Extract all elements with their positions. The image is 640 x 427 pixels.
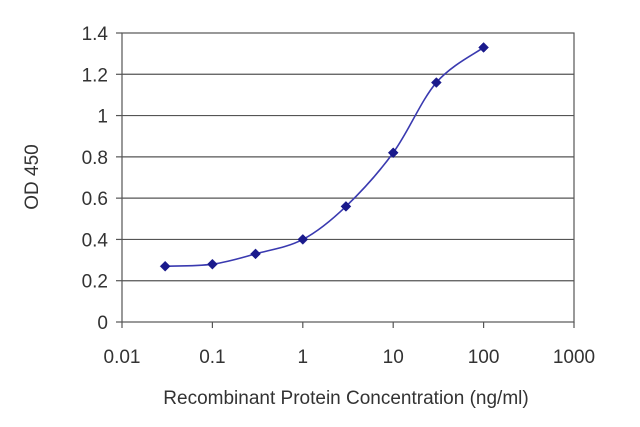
x-tick-label: 10 bbox=[383, 347, 404, 368]
data-point-marker bbox=[207, 258, 218, 270]
y-tick-label: 0 bbox=[97, 313, 108, 334]
data-point-marker bbox=[387, 147, 399, 159]
y-tick-label: 0.6 bbox=[82, 189, 108, 210]
data-point-marker bbox=[297, 234, 309, 245]
y-tick-label: 1.2 bbox=[82, 65, 108, 86]
y-tick-label: 1 bbox=[97, 107, 108, 128]
series-curve bbox=[165, 46, 485, 268]
plot-area bbox=[121, 32, 575, 323]
x-tick-label: 1000 bbox=[553, 347, 595, 368]
gridlines bbox=[122, 73, 574, 282]
data-markers bbox=[159, 42, 489, 272]
y-tick-label: 0.4 bbox=[82, 230, 109, 251]
y-axis: 0 0.2 0.4 0.6 0.8 1 1.2 1.4 bbox=[82, 24, 122, 334]
data-point-marker bbox=[340, 201, 352, 212]
data-point-marker bbox=[478, 42, 489, 53]
x-tick-label: 0.01 bbox=[104, 347, 141, 368]
y-tick-label: 0.2 bbox=[82, 272, 108, 293]
x-tick-label: 0.1 bbox=[199, 347, 225, 368]
y-tick-label: 1.4 bbox=[82, 24, 109, 45]
x-tick-label: 100 bbox=[468, 347, 500, 368]
data-point-marker bbox=[430, 77, 442, 88]
x-axis: 0.01 0.1 1 10 100 1000 bbox=[104, 322, 595, 368]
data-point-marker bbox=[159, 260, 171, 272]
y-axis-title: OD 450 bbox=[22, 144, 43, 209]
x-tick-label: 1 bbox=[298, 347, 309, 368]
y-tick-label: 0.8 bbox=[82, 148, 108, 169]
x-axis-title: Recombinant Protein Concentration (ng/ml… bbox=[163, 388, 528, 409]
data-point-marker bbox=[250, 248, 261, 260]
